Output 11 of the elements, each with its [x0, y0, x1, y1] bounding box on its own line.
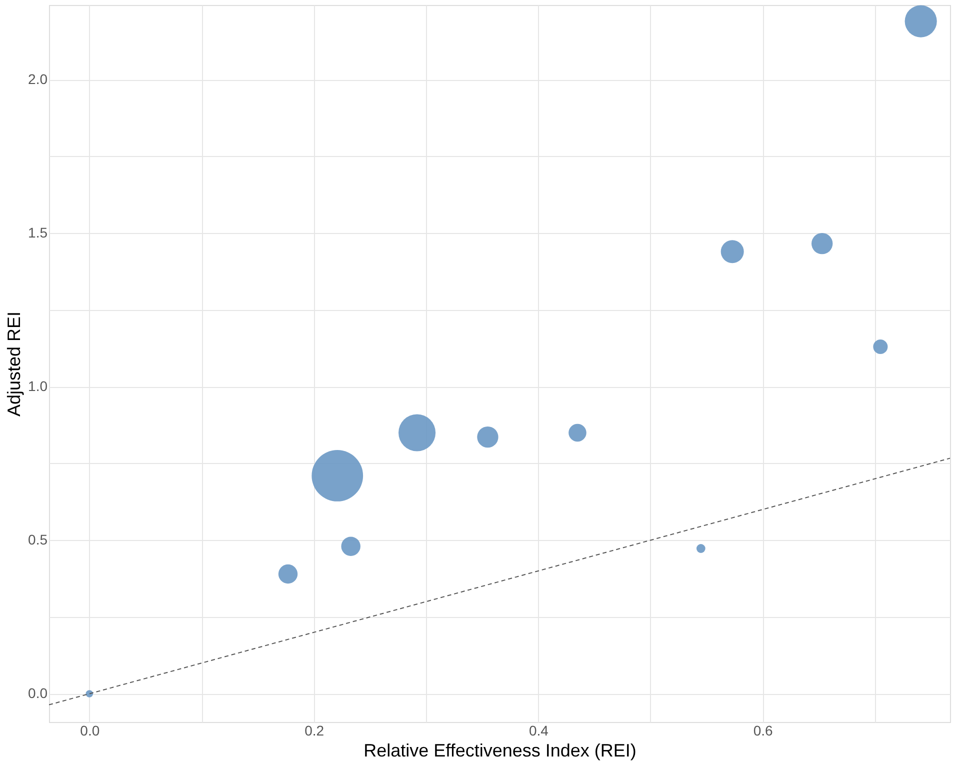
y-tick-label: 1.0	[28, 378, 48, 394]
x-tick-label: 0.4	[528, 722, 549, 738]
x-tick-label: 0.2	[304, 722, 324, 738]
x-axis-title: Relative Effectiveness Index (REI)	[364, 740, 636, 760]
x-tick-label: 0.0	[80, 722, 100, 738]
y-tick-label: 0.0	[28, 685, 48, 702]
x-tick-label: 0.6	[753, 722, 774, 738]
y-tick-label: 1.5	[28, 224, 48, 241]
y-axis-title: Adjusted REI	[4, 311, 24, 417]
y-tick-label: 0.5	[28, 532, 48, 548]
y-tick-label: 2.0	[28, 71, 48, 88]
